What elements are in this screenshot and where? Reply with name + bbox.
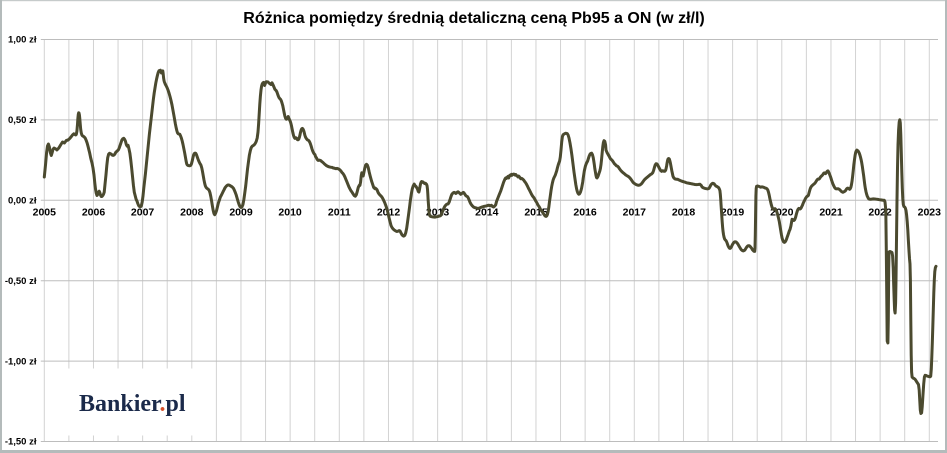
svg-text:2008: 2008 — [180, 207, 204, 219]
svg-text:2016: 2016 — [573, 207, 597, 219]
svg-text:1,00 zł: 1,00 zł — [8, 35, 37, 46]
svg-text:2005: 2005 — [33, 207, 57, 219]
svg-text:2011: 2011 — [328, 207, 351, 219]
svg-text:2023: 2023 — [918, 207, 942, 219]
svg-text:2006: 2006 — [82, 207, 106, 219]
svg-text:2010: 2010 — [278, 207, 302, 219]
svg-text:-1,50 zł: -1,50 zł — [5, 437, 37, 448]
svg-text:-0,50 zł: -0,50 zł — [5, 276, 37, 287]
svg-text:2022: 2022 — [868, 207, 892, 219]
svg-text:2018: 2018 — [672, 207, 696, 219]
svg-text:Bankier.pl: Bankier.pl — [79, 391, 186, 417]
svg-text:0,00 zł: 0,00 zł — [8, 196, 37, 207]
svg-text:2017: 2017 — [623, 207, 647, 219]
svg-text:Różnica pomiędzy średnią detal: Różnica pomiędzy średnią detaliczną ceną… — [243, 10, 704, 27]
svg-text:0,50 zł: 0,50 zł — [8, 115, 37, 126]
svg-text:2021: 2021 — [819, 207, 843, 219]
svg-text:2014: 2014 — [475, 207, 499, 219]
svg-text:2009: 2009 — [229, 207, 253, 219]
svg-text:2007: 2007 — [131, 207, 155, 219]
svg-text:-1,00 zł: -1,00 zł — [5, 356, 37, 367]
svg-text:2019: 2019 — [721, 207, 745, 219]
